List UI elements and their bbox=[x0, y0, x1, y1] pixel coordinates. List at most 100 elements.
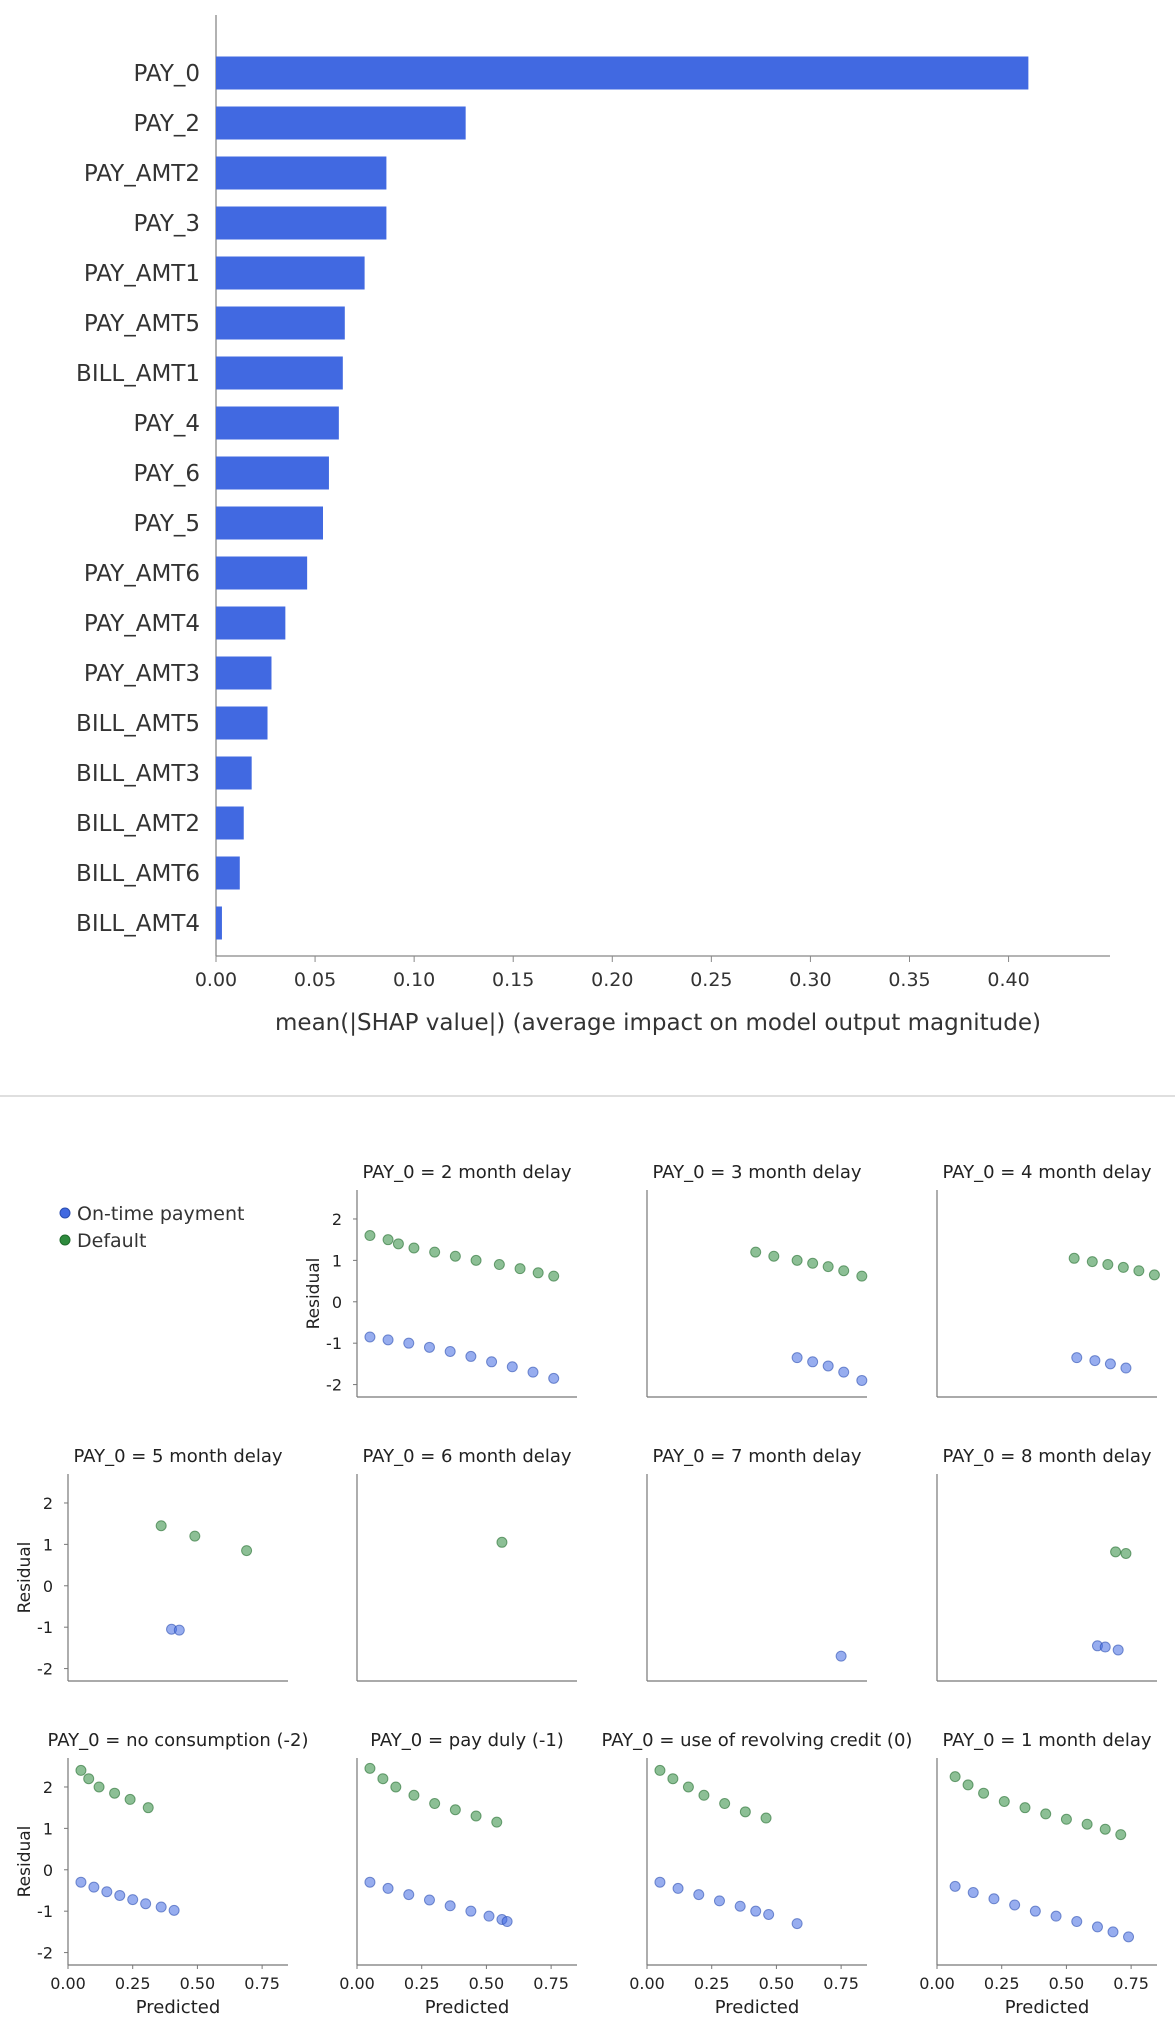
point-default bbox=[493, 1259, 505, 1271]
point-default bbox=[364, 1762, 376, 1774]
bar bbox=[216, 406, 339, 440]
point-default bbox=[124, 1793, 136, 1805]
x-tick-label: 0.75 bbox=[244, 1974, 280, 1993]
bar bbox=[216, 606, 286, 640]
x-axis-title: Predicted bbox=[136, 1997, 221, 2018]
point-default bbox=[1148, 1269, 1160, 1281]
point-default bbox=[998, 1795, 1010, 1807]
point-default bbox=[978, 1787, 990, 1799]
bar bbox=[216, 656, 272, 690]
bar-category-label: BILL_AMT6 bbox=[76, 861, 200, 887]
point-default bbox=[822, 1261, 834, 1273]
x-tick-label: 0.75 bbox=[1113, 1974, 1149, 1993]
bar-category-label: PAY_0 bbox=[133, 61, 200, 87]
x-tick-label: 0.00 bbox=[50, 1974, 86, 1993]
bar-category-label: BILL_AMT4 bbox=[76, 911, 200, 937]
x-tick-label: 0.00 bbox=[919, 1974, 955, 1993]
y-tick-label: -2 bbox=[37, 1944, 53, 1963]
x-tick-label: 0.40 bbox=[987, 969, 1029, 991]
bar bbox=[216, 506, 323, 540]
y-tick-label: 0 bbox=[332, 1293, 342, 1312]
legend-label-ontime: On-time payment bbox=[77, 1203, 244, 1225]
point-ontime bbox=[155, 1901, 167, 1913]
point-default bbox=[449, 1804, 461, 1816]
x-tick-label: 0.50 bbox=[180, 1974, 216, 1993]
x-axis-title: Predicted bbox=[1005, 1997, 1090, 2018]
bar bbox=[216, 906, 222, 940]
x-tick-label: 0.25 bbox=[694, 1974, 730, 1993]
bar-category-label: PAY_AMT5 bbox=[84, 311, 200, 337]
y-tick-label: 1 bbox=[332, 1251, 342, 1270]
point-default bbox=[750, 1246, 762, 1258]
point-ontime bbox=[1089, 1355, 1101, 1367]
legend: On-time payment Default bbox=[59, 1203, 244, 1252]
point-ontime bbox=[1071, 1352, 1083, 1364]
point-default bbox=[93, 1781, 105, 1793]
point-default bbox=[1068, 1252, 1080, 1264]
x-tick-label: 0.25 bbox=[404, 1974, 440, 1993]
point-ontime bbox=[364, 1876, 376, 1888]
point-default bbox=[392, 1238, 404, 1250]
point-default bbox=[698, 1789, 710, 1801]
point-ontime bbox=[114, 1889, 126, 1901]
bar-category-label: PAY_3 bbox=[133, 211, 200, 237]
bar-category-label: PAY_6 bbox=[133, 461, 200, 487]
point-default bbox=[390, 1781, 402, 1793]
x-tick-label: 0.50 bbox=[759, 1974, 795, 1993]
point-default bbox=[429, 1798, 441, 1810]
bar bbox=[216, 706, 268, 740]
y-axis-title: Residual bbox=[15, 1542, 35, 1614]
x-tick-label: 0.00 bbox=[339, 1974, 375, 1993]
facet-title: PAY_0 = 5 month delay bbox=[73, 1446, 282, 1467]
y-tick-label: -1 bbox=[326, 1334, 342, 1353]
shap-bar-chart: PAY_0 PAY_2 PAY_AMT2 PAY_3 PAY_AMT1 PAY_AMT5 B… bbox=[76, 15, 1110, 1036]
point-ontime bbox=[127, 1894, 139, 1906]
point-ontime bbox=[403, 1889, 415, 1901]
y-axis-title: Residual bbox=[304, 1258, 324, 1330]
point-ontime bbox=[835, 1650, 847, 1662]
x-tick-label: 0.75 bbox=[533, 1974, 569, 1993]
y-tick-label: -1 bbox=[37, 1902, 53, 1921]
point-default bbox=[838, 1265, 850, 1277]
point-default bbox=[1019, 1802, 1031, 1814]
x-tick-label: 0.10 bbox=[393, 969, 435, 991]
point-ontime bbox=[382, 1334, 394, 1346]
y-tick-label: 2 bbox=[43, 1778, 53, 1797]
x-tick-label: 0.50 bbox=[1049, 1974, 1085, 1993]
point-ontime bbox=[168, 1904, 180, 1916]
point-default bbox=[1086, 1256, 1098, 1268]
point-ontime bbox=[713, 1895, 725, 1907]
point-ontime bbox=[1071, 1916, 1083, 1928]
residual-facet-grid: PAY_0 = 2 month delay 2 1 0 -1 -2 Residual PAY_… bbox=[15, 1162, 1160, 2018]
y-tick-label: 0 bbox=[43, 1577, 53, 1596]
bar-category-label: PAY_4 bbox=[133, 411, 200, 437]
point-default bbox=[1040, 1808, 1052, 1820]
point-default bbox=[1133, 1265, 1145, 1277]
point-default bbox=[682, 1781, 694, 1793]
facet-title: PAY_0 = 1 month delay bbox=[942, 1730, 1151, 1751]
point-ontime bbox=[750, 1905, 762, 1917]
bar-category-label: PAY_AMT6 bbox=[84, 561, 200, 587]
facet-title: PAY_0 = 8 month delay bbox=[942, 1446, 1151, 1467]
point-default bbox=[377, 1773, 389, 1785]
point-default bbox=[429, 1246, 441, 1258]
point-ontime bbox=[506, 1361, 518, 1373]
bar-category-label: BILL_AMT5 bbox=[76, 711, 200, 737]
point-ontime bbox=[486, 1356, 498, 1368]
bar bbox=[216, 556, 308, 590]
x-tick-label: 0.50 bbox=[469, 1974, 505, 1993]
bar bbox=[216, 306, 345, 340]
facet-title: PAY_0 = 7 month delay bbox=[652, 1446, 861, 1467]
bar-category-label: BILL_AMT2 bbox=[76, 811, 200, 837]
point-default bbox=[768, 1250, 780, 1262]
bar-category-label: PAY_5 bbox=[133, 511, 200, 537]
point-default bbox=[962, 1779, 974, 1791]
point-ontime bbox=[1123, 1931, 1135, 1943]
point-default bbox=[189, 1530, 201, 1542]
point-ontime bbox=[1112, 1644, 1124, 1656]
bar bbox=[216, 856, 240, 890]
x-tick-label: 0.35 bbox=[888, 969, 930, 991]
bar-category-label: BILL_AMT1 bbox=[76, 361, 200, 387]
point-ontime bbox=[791, 1352, 803, 1364]
bar-category-label: BILL_AMT3 bbox=[76, 761, 200, 787]
